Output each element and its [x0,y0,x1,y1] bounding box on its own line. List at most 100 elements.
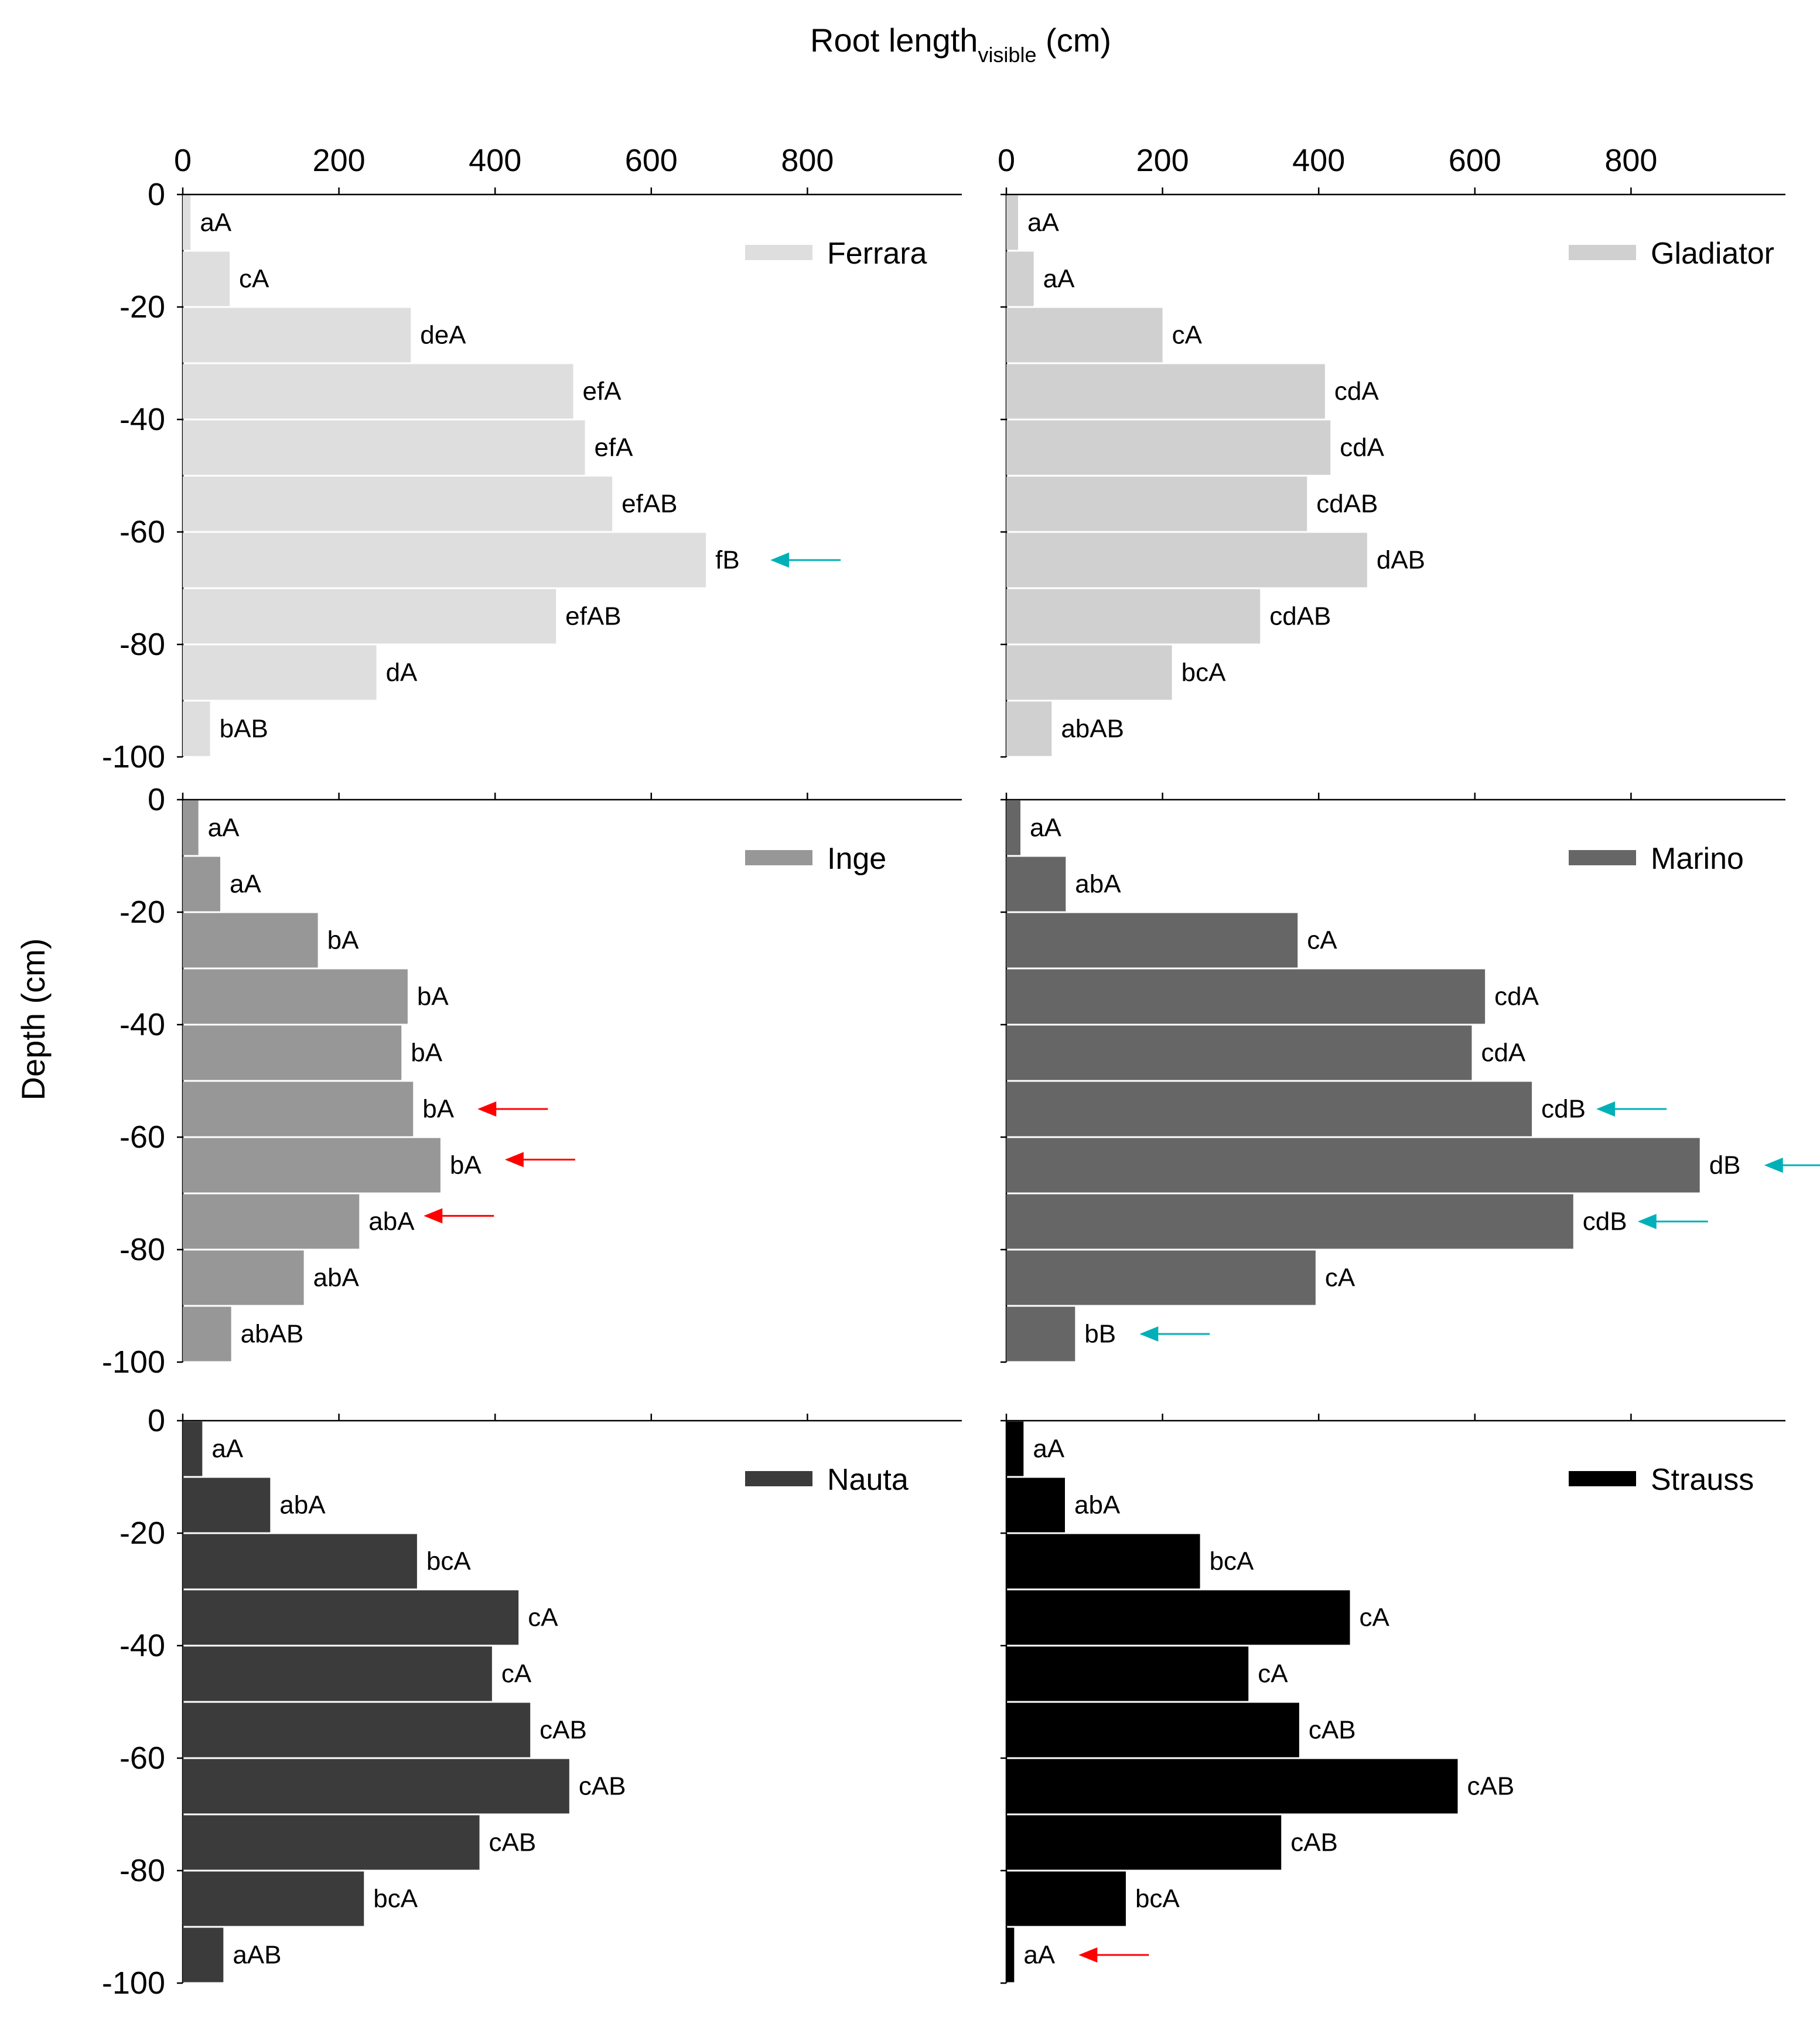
x-tick-label: 600 [1449,143,1501,178]
x-tick-label: 0 [998,143,1015,178]
bar-significance-label: abAB [1061,715,1124,743]
bar [183,476,613,531]
bar-significance-label: abA [368,1207,415,1236]
bar [1006,1646,1249,1701]
panel-marino: aA abA cA cdA cdA cdB dB cdB cA bB Marino [1001,793,1820,1363]
bar-significance-label: aA [1030,814,1061,842]
legend-swatch [1569,850,1636,865]
y-tick-label: -40 [119,1628,165,1663]
annotation-arrow-head [1078,1947,1098,1963]
bar-significance-label: cAB [1467,1772,1514,1801]
bar-significance-label: cA [239,265,269,294]
bar [1006,1138,1700,1193]
bar-significance-label: bcA [1182,658,1226,687]
x-axis-title-main: Root length [810,22,978,59]
bar-significance-label: cdA [1494,982,1539,1011]
bar-significance-label: aA [230,870,261,899]
annotation-arrow-head [504,1152,524,1168]
bar-significance-label: bA [417,982,449,1011]
bar [183,857,220,912]
panel-ferrara: 0 200 400 600 800 0 -20 -40 -60 -80 -100 aA cA deA efA… [102,143,962,774]
bar [1006,701,1052,756]
bar [1006,800,1020,855]
legend-label: Inge [827,842,886,876]
bar-significance-label: cdA [1334,377,1379,406]
bar-significance-label: dAB [1377,546,1425,575]
bar [1006,913,1298,968]
y-tick-label: 0 [148,1403,165,1438]
y-tick-label: -20 [119,1516,165,1551]
bar [1006,1478,1065,1533]
bar-significance-label: bcA [1210,1547,1254,1576]
y-tick-label: -100 [102,1345,165,1380]
bar [1006,1927,1015,1983]
bar-significance-label: cdA [1481,1039,1525,1067]
bar-significance-label: cdB [1583,1207,1627,1236]
annotation-arrow-head [1637,1214,1657,1229]
bar [183,800,199,855]
bar [1006,1534,1200,1589]
bar [183,533,706,588]
bar-significance-label: abA [1075,870,1121,899]
bar-significance-label: bcA [1135,1885,1180,1913]
bar-significance-label: bA [422,1095,454,1124]
bar [1006,1306,1075,1362]
annotation-arrow-head [1764,1158,1783,1173]
bar [1006,251,1034,306]
bar-significance-label: cdB [1541,1095,1586,1124]
bar-significance-label: aA [1023,1941,1055,1970]
panel-nauta: 0-20-40-60-80-100aAabAbcAcAcAcABcABcABbc… [102,1403,962,2001]
bar [183,1534,417,1589]
bar [183,913,318,968]
bar-significance-label: cAB [579,1772,626,1801]
bar [183,420,585,475]
bar-significance-label: abAB [241,1320,304,1349]
y-tick-label: -40 [119,402,165,437]
bar [183,1815,480,1870]
bar-significance-label: aA [211,1435,243,1463]
legend-swatch [745,1471,812,1486]
bar-significance-label: efAB [565,602,621,631]
bar [183,1927,224,1983]
y-tick-label: -40 [119,1007,165,1042]
x-axis-title: Root lengthvisible (cm) [810,22,1111,67]
bar-significance-label: deA [420,321,466,350]
bar-significance-label: bA [327,926,359,955]
bar-significance-label: cAB [539,1716,587,1745]
bar [1006,645,1172,700]
bar-significance-label: cA [1258,1660,1288,1688]
bar [183,308,411,363]
bar [183,1759,569,1814]
bar [183,645,377,700]
panel-strauss: aA abA bcA cA cA cAB cAB cAB bcA aA Strauss [1001,1414,1785,1984]
y-tick-label: -20 [119,289,165,325]
bar-significance-label: cA [1172,321,1203,350]
bar-significance-label: efA [594,434,633,462]
y-tick-label: -100 [102,739,165,774]
legend-swatch [1569,1471,1636,1486]
bar [1006,195,1018,250]
bar-significance-label: cdAB [1316,490,1378,518]
bar-significance-label: abA [313,1264,360,1292]
bar-significance-label: aA [200,209,231,237]
bar-significance-label: abA [279,1491,326,1520]
x-tick-label: 0 [174,143,192,178]
x-tick-label: 800 [781,143,834,178]
bar [1006,1250,1316,1305]
bar-significance-label: bB [1084,1320,1116,1349]
legend-label: Strauss [1651,1463,1754,1497]
bar [1006,1590,1350,1645]
bar-significance-label: aA [1043,265,1075,294]
bar [1006,1025,1472,1080]
y-tick-label: -60 [119,1120,165,1155]
bar-significance-label: cA [1360,1603,1390,1632]
bar-significance-label: aA [1027,209,1059,237]
bar-significance-label: fB [715,546,740,575]
x-tick-label: 600 [625,143,678,178]
bar [1006,589,1261,644]
bar [183,1250,304,1305]
bar [183,195,191,250]
y-tick-label: -20 [119,895,165,930]
bar [1006,308,1163,363]
bar-significance-label: bcA [426,1547,471,1576]
